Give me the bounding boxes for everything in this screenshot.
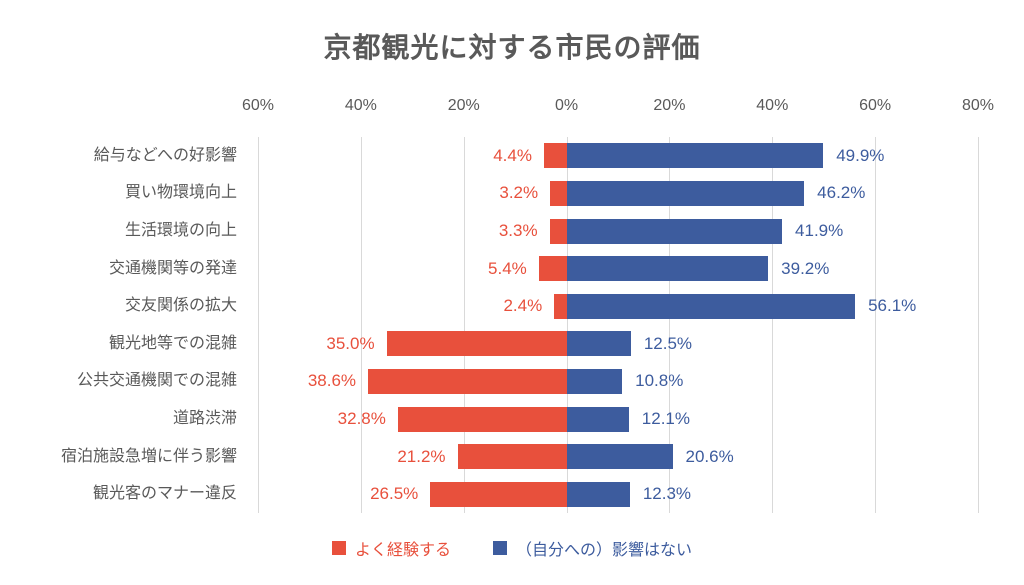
category-label: 道路渋滞 [172, 410, 237, 427]
x-axis-tick-label: 20% [653, 97, 686, 114]
category-label: 買い物環境向上 [124, 184, 237, 202]
x-axis-tick-label: 60% [859, 97, 892, 114]
gridline [669, 137, 671, 513]
x-axis-tick-label: 60% [241, 97, 275, 114]
right-series-value-label: 10.8% [635, 371, 684, 391]
right-series-value-label: 46.2% [817, 183, 866, 203]
right-series-bar [566, 444, 673, 470]
right-series-value-label: 39.2% [781, 258, 830, 278]
left-series-bar [538, 256, 567, 282]
category-label: 生活環境の向上 [124, 222, 237, 239]
left-series-bar [554, 293, 567, 319]
legend-label: よく経験する [354, 542, 451, 559]
left-series-value-label: 38.6% [307, 371, 357, 391]
left-series-bar [397, 406, 567, 432]
left-series-bar [549, 218, 567, 244]
right-series-bar [566, 331, 631, 357]
left-series-value-label: 35.0% [326, 333, 375, 353]
right-series-bar [566, 406, 629, 432]
left-series-value-label: 3.2% [499, 183, 539, 203]
legend-swatch [493, 541, 507, 555]
right-series-bar [566, 143, 824, 169]
left-series-value-label: 26.5% [370, 484, 419, 504]
left-series-value-label: 3.3% [498, 221, 538, 240]
left-series-bar [386, 331, 567, 357]
chart-title: 京都観光に対する市民の評価 [323, 32, 701, 63]
x-axis-tick-label: 80% [961, 97, 995, 114]
right-series-value-label: 20.6% [685, 446, 734, 466]
right-series-value-label: 56.1% [868, 296, 917, 316]
left-series-value-label: 32.8% [337, 409, 386, 428]
left-series-bar [457, 444, 567, 470]
category-label: 公共交通機関での混雑 [76, 372, 237, 390]
gridline [258, 137, 259, 513]
left-series-value-label: 21.2% [397, 446, 446, 466]
x-axis-tick-label: 20% [447, 97, 480, 114]
x-axis-tick-label: 40% [756, 97, 789, 114]
legend-item: よく経験する [331, 536, 451, 560]
right-series-bar [566, 368, 623, 394]
right-series-value-label: 12.1% [641, 409, 690, 428]
right-series-value-label: 41.9% [795, 221, 844, 240]
category-label: 観光地等での混雑 [108, 334, 237, 352]
category-label: 給与などへの好影響 [93, 146, 237, 164]
gridline [875, 137, 877, 513]
legend: よく経験する （自分への）影響はない [0, 536, 1024, 560]
right-series-bar [566, 256, 769, 282]
category-label: 観光客のマナー違反 [92, 485, 237, 503]
legend-item: （自分への）影響はない [493, 536, 692, 560]
right-series-value-label: 49.9% [836, 145, 885, 165]
right-series-bar [566, 180, 805, 206]
left-series-bar [430, 481, 567, 507]
left-series-bar [550, 180, 567, 206]
category-label: 交友関係の拡大 [124, 297, 237, 315]
left-series-value-label: 5.4% [488, 258, 527, 278]
gridline [566, 137, 568, 513]
right-series-value-label: 12.5% [643, 333, 693, 353]
left-series-value-label: 4.4% [493, 145, 532, 165]
gridline [772, 137, 774, 513]
gridline [360, 137, 362, 513]
right-series-bar [566, 481, 630, 507]
gridline [978, 137, 979, 513]
legend-swatch [331, 541, 346, 555]
right-series-bar [566, 293, 856, 319]
left-series-bar [368, 368, 567, 394]
x-axis-tick-label: 40% [344, 97, 377, 114]
legend-label: （自分への）影響はない [516, 542, 693, 559]
category-label: 宿泊施設急増に伴う影響 [60, 447, 237, 465]
gridline [463, 137, 465, 513]
category-label: 交通機関等の発達 [108, 259, 237, 277]
x-axis-tick-label: 0% [555, 97, 579, 114]
left-series-bar [543, 143, 567, 169]
right-series-value-label: 12.3% [642, 484, 692, 504]
left-series-value-label: 2.4% [503, 296, 543, 316]
right-series-bar [566, 218, 783, 244]
